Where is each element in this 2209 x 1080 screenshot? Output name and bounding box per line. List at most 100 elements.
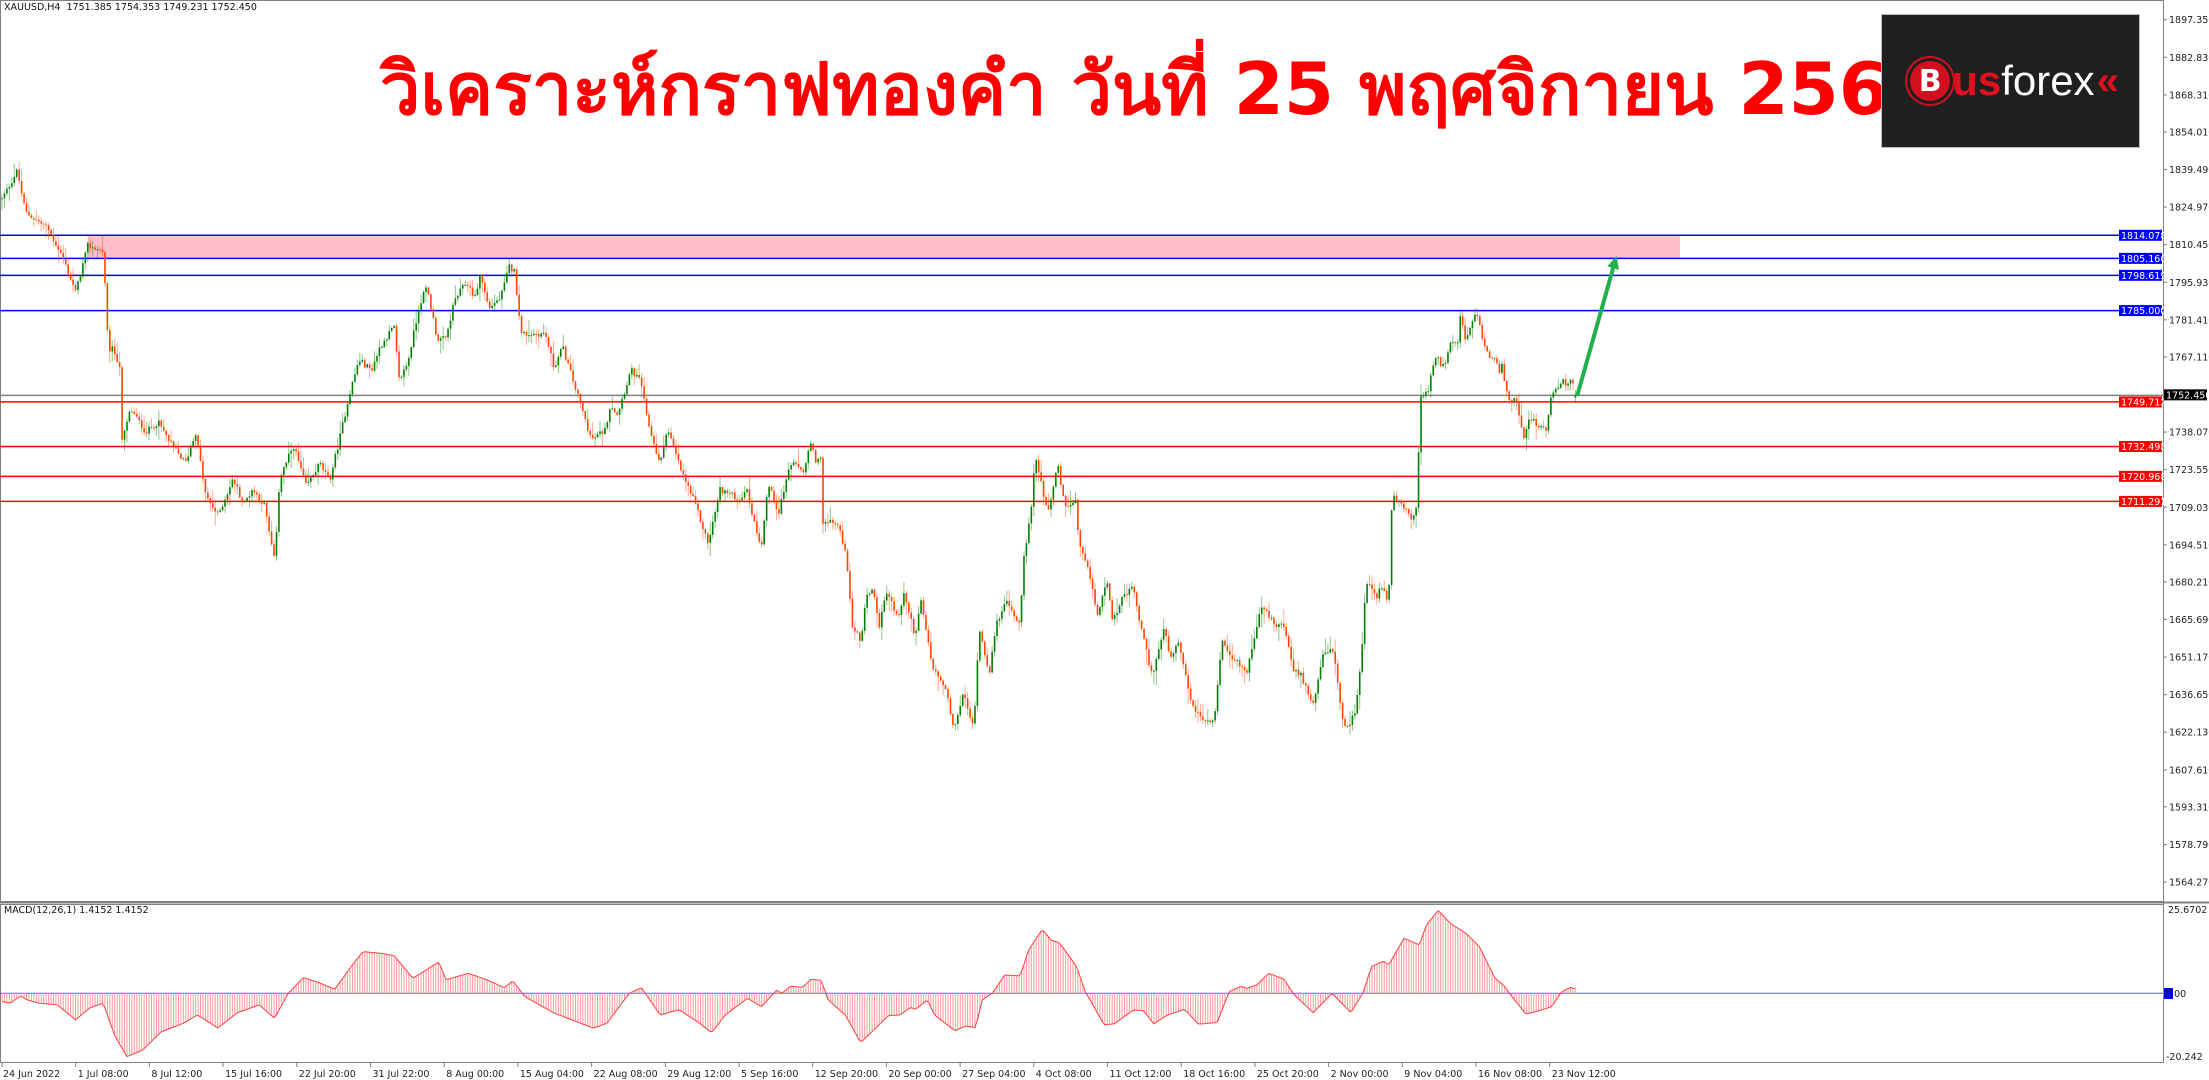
candle-body [1388, 584, 1390, 600]
candle-body [246, 497, 248, 502]
candle-body [1180, 642, 1182, 653]
candle-body [20, 181, 23, 194]
candle [582, 401, 584, 416]
candle-body [787, 469, 790, 480]
candle-body [481, 274, 484, 283]
candle-body [1214, 711, 1216, 721]
candle [1135, 590, 1138, 613]
candle [361, 354, 364, 364]
candle-body [1336, 663, 1339, 683]
candle [1126, 583, 1128, 603]
candle [1192, 699, 1194, 708]
candle [1300, 671, 1302, 689]
candle-body [824, 521, 827, 524]
candle-body [145, 432, 148, 434]
candle [268, 512, 270, 536]
candle-body [471, 287, 474, 296]
candle-body [1241, 666, 1243, 668]
candle [1131, 581, 1133, 591]
candle [966, 691, 969, 716]
candle-body [390, 327, 393, 331]
time-axis-label: 2 Nov 00:00 [1331, 1069, 1389, 1080]
time-axis-label: 12 Sep 20:00 [815, 1069, 878, 1080]
candle [258, 492, 261, 506]
candle-body [1162, 629, 1165, 640]
candle [640, 372, 643, 398]
candle [273, 540, 275, 558]
busforex-logo: B us forex « [1881, 14, 2140, 148]
candle-body [809, 443, 812, 451]
candle-body [952, 713, 954, 726]
candle-body [202, 460, 204, 480]
candle [182, 456, 185, 461]
price-axis-label: 1694.510 [2169, 540, 2209, 551]
candle-body [876, 597, 878, 613]
candle-body [567, 359, 569, 364]
candle [577, 388, 579, 399]
candle-body [52, 234, 55, 242]
price-axis-label: 1607.610 [2169, 765, 2209, 776]
candle [638, 364, 641, 380]
candle-body [434, 317, 437, 335]
price-axis[interactable]: 1897.350 1882.830 1868.310 1854.010 1839.490… [2163, 15, 2209, 889]
candle-body [1104, 587, 1106, 596]
candle [1047, 493, 1050, 511]
candle [1229, 642, 1231, 668]
candle-body [1437, 357, 1439, 359]
candle [1535, 413, 1537, 440]
time-axis[interactable]: 24 Jun 2022 1 Jul 08:00 8 Jul 12:00 15 Jul … [1, 1063, 1616, 1080]
candle [1464, 317, 1466, 345]
candle-body [601, 431, 604, 434]
candle-body [378, 347, 381, 357]
candle-body [1400, 500, 1403, 504]
candle-body [606, 422, 609, 428]
candle-body [1319, 667, 1322, 680]
candle-body [1371, 584, 1373, 590]
candle-body [1505, 380, 1508, 392]
candle-body [638, 374, 641, 378]
candle [768, 486, 770, 504]
candle-body [709, 534, 712, 543]
candle-body [461, 285, 464, 289]
candle-body [1344, 718, 1346, 726]
candle [417, 305, 420, 333]
candle-body [1074, 499, 1077, 503]
candle [138, 411, 141, 425]
candle [1295, 668, 1297, 679]
candle-body [559, 348, 562, 357]
candle [586, 408, 589, 434]
candle-body [1327, 652, 1329, 654]
candle [491, 298, 493, 312]
candle [378, 339, 381, 364]
candle [1469, 326, 1471, 337]
candle-body [1508, 391, 1511, 400]
candle-body [11, 183, 13, 188]
candle-body [579, 393, 582, 404]
candle [1094, 582, 1096, 607]
trend-arrow-shaft[interactable] [1575, 261, 1617, 397]
candle-body [1503, 363, 1506, 381]
resistance-zone-layer [87, 235, 1680, 259]
candle [162, 418, 165, 432]
candle [1143, 627, 1145, 640]
candle [599, 421, 601, 438]
candle [1052, 484, 1055, 506]
candle-body [234, 479, 236, 484]
candle-body [403, 369, 405, 377]
candle-body [1466, 335, 1469, 340]
candle [856, 629, 859, 634]
candle-body [1160, 639, 1163, 650]
candle-body [1037, 460, 1040, 473]
price-axis-label: 1868.310 [2169, 90, 2209, 101]
candle [62, 245, 65, 265]
candle-body [1456, 342, 1459, 344]
candle [721, 486, 724, 496]
resistance-zone[interactable] [87, 235, 1680, 259]
candle-body [153, 427, 155, 429]
candle [643, 377, 645, 401]
candle-body [28, 211, 30, 216]
candle-body [1023, 555, 1025, 596]
candle-body [8, 187, 11, 189]
candle [248, 490, 251, 507]
